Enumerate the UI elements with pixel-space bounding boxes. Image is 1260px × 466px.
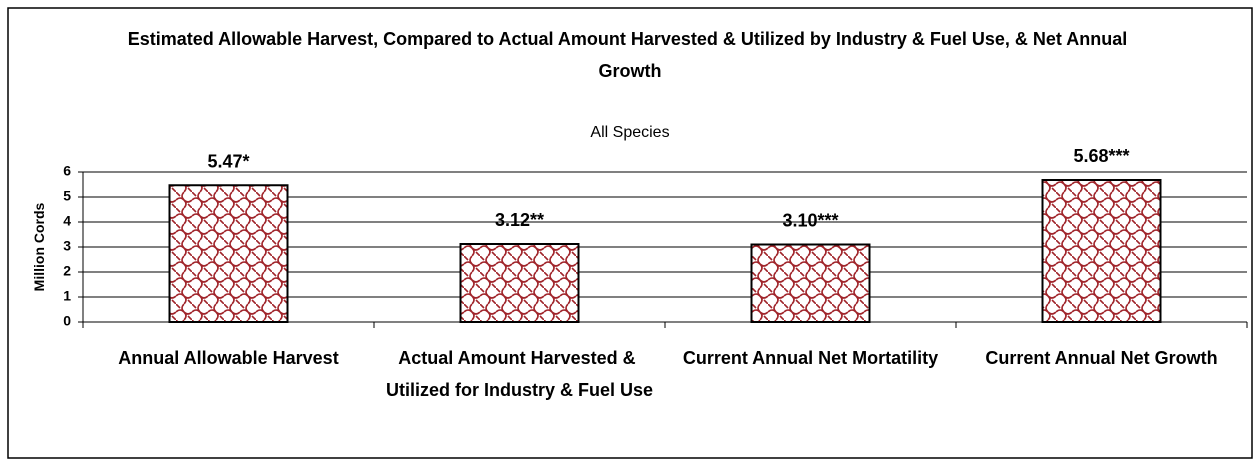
value-label: 3.10*** xyxy=(782,211,838,231)
y-axis-label: Million Cords xyxy=(31,202,47,291)
x-tick-label: Actual Amount Harvested & Utilized for I… xyxy=(386,348,653,400)
y-tick-label: 6 xyxy=(63,163,71,179)
value-label: 5.47* xyxy=(207,151,249,171)
x-tick-label: Current Annual Net Growth xyxy=(985,348,1217,368)
bar xyxy=(750,243,871,323)
y-tick-label: 0 xyxy=(63,313,71,329)
y-tick-label: 5 xyxy=(63,188,71,204)
y-tick-label: 2 xyxy=(63,263,71,279)
y-tick-label: 1 xyxy=(63,288,71,304)
bar xyxy=(168,184,289,323)
bar xyxy=(1041,179,1162,323)
value-label: 5.68*** xyxy=(1073,146,1129,166)
y-tick-label: 3 xyxy=(63,238,71,254)
value-label: 3.12** xyxy=(495,210,544,230)
chart-subtitle: All Species xyxy=(590,124,669,141)
x-tick-label: Annual Allowable Harvest xyxy=(118,348,338,368)
x-tick-label: Current Annual Net Mortatility xyxy=(683,348,938,368)
bar xyxy=(459,243,580,323)
chart-title: Estimated Allowable Harvest, Compared to… xyxy=(128,29,1133,81)
y-tick-label: 4 xyxy=(63,213,71,229)
